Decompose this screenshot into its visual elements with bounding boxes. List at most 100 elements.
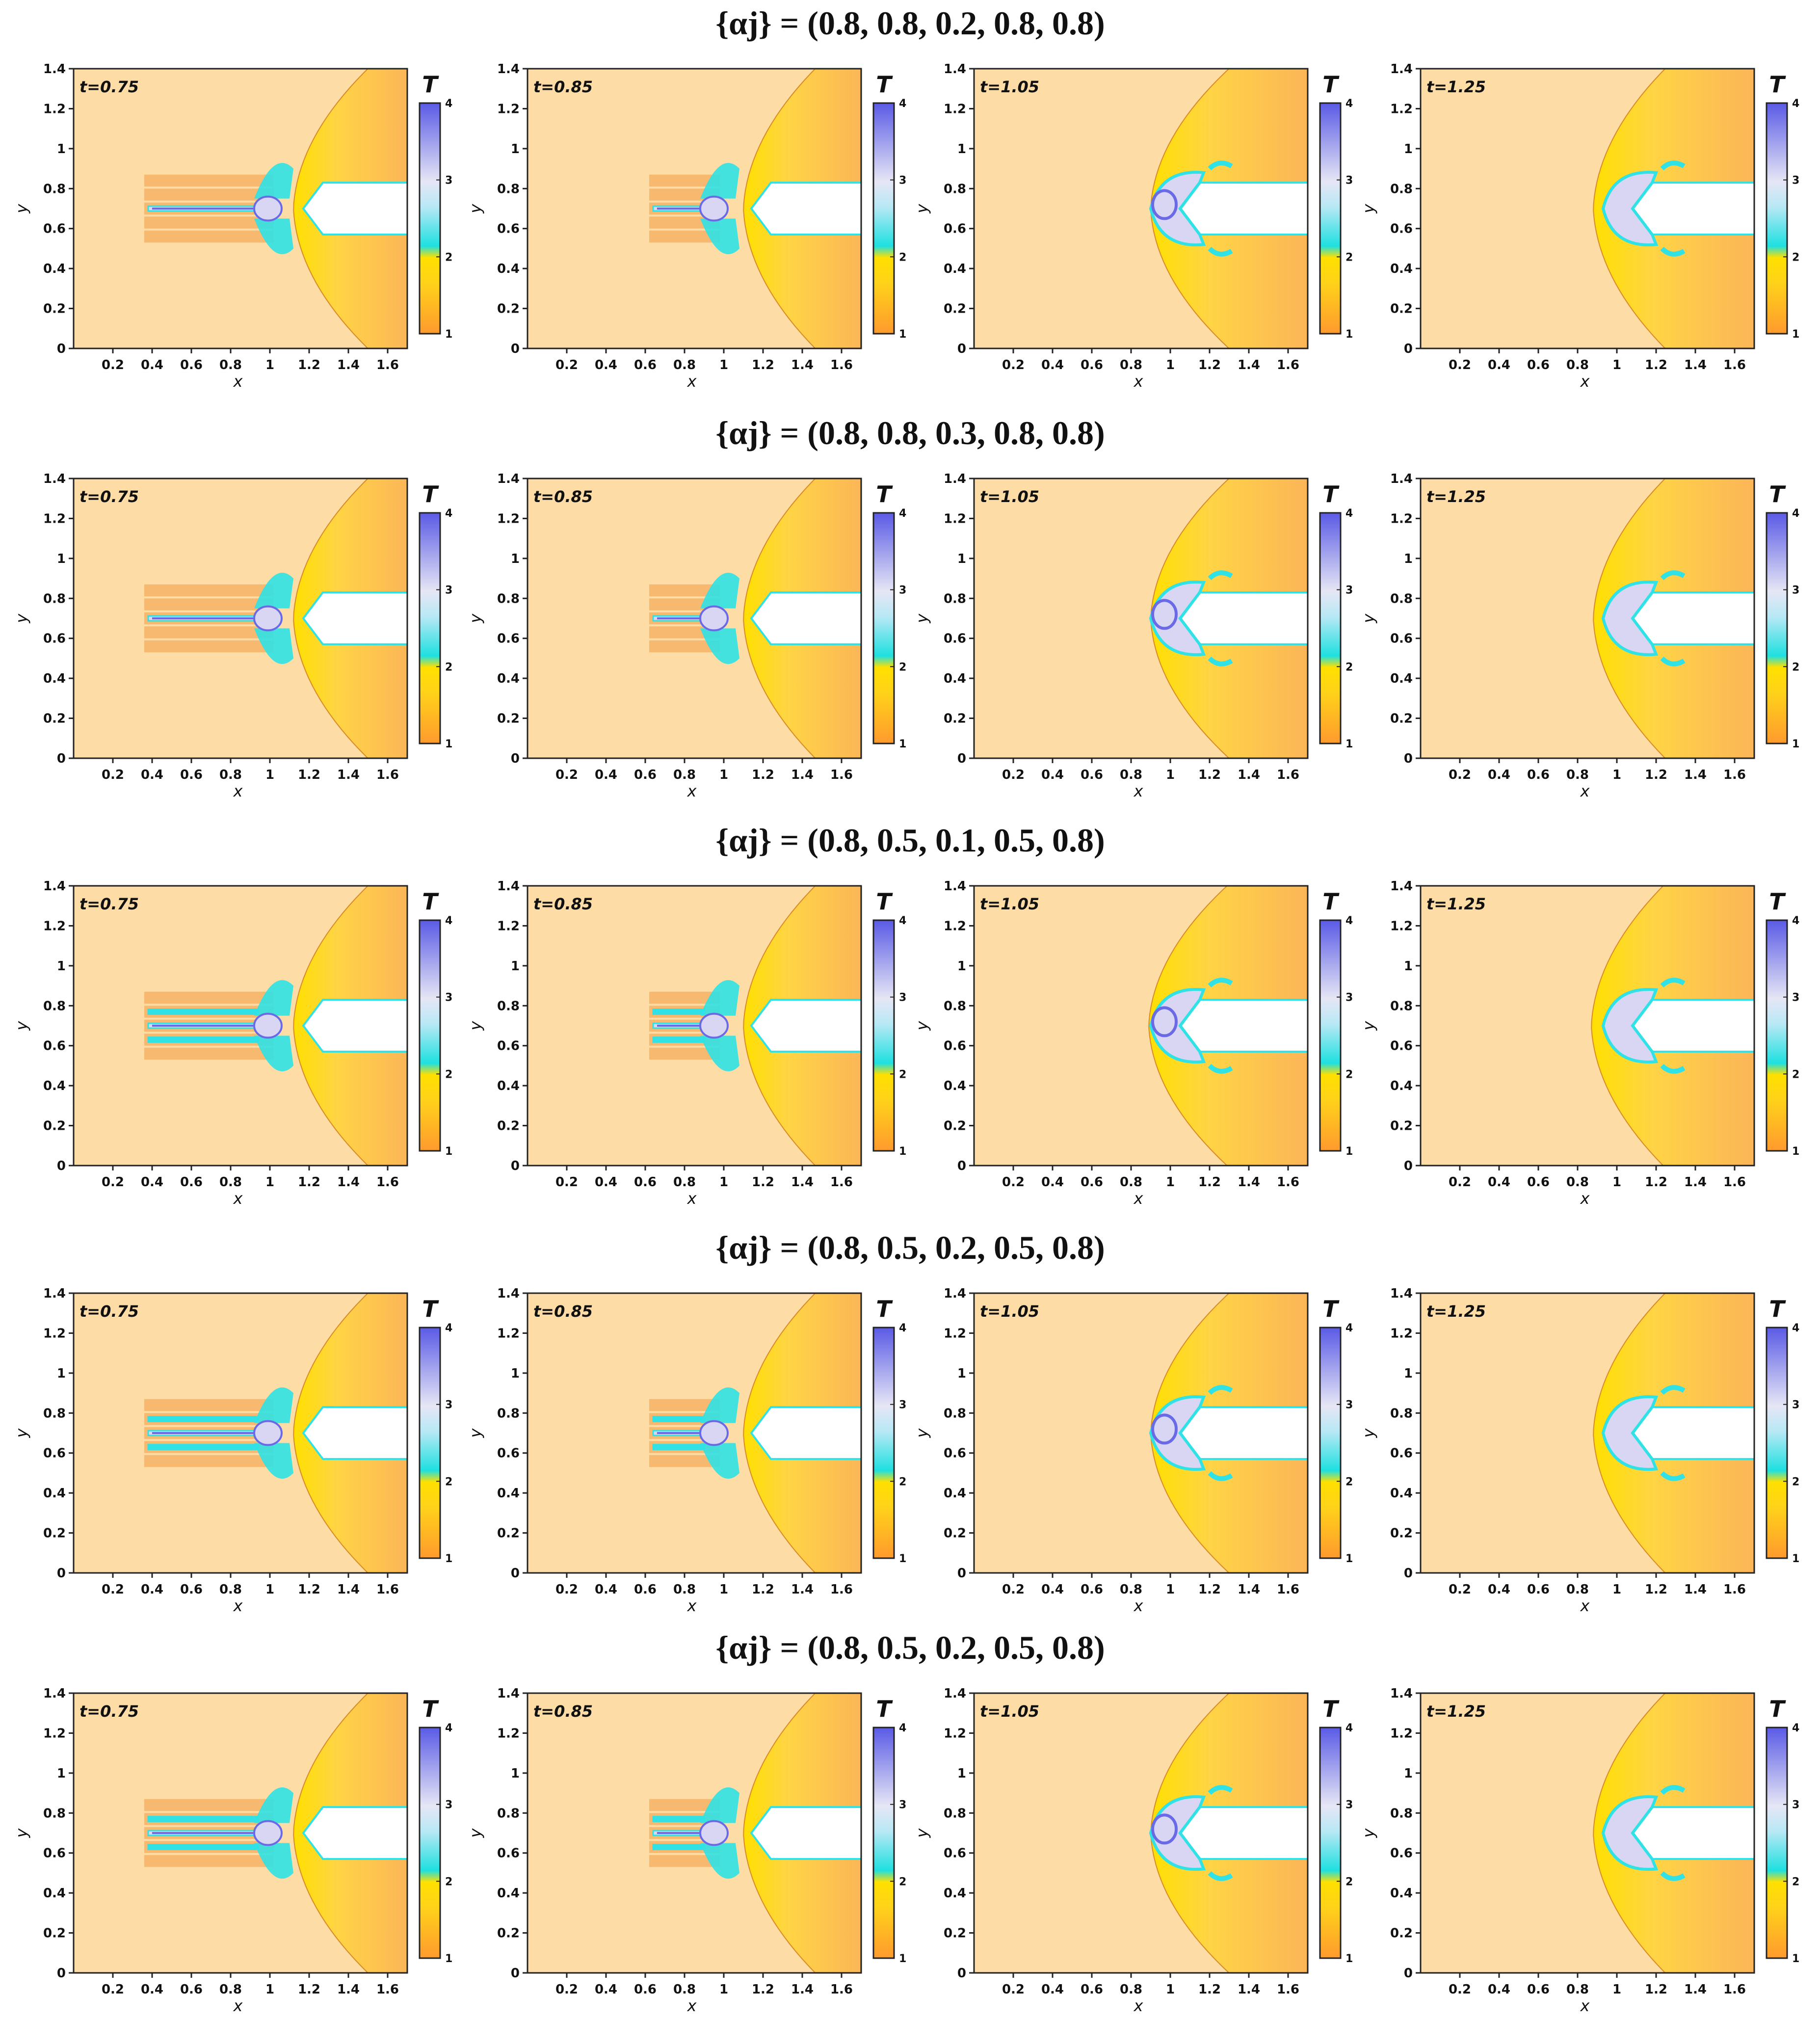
y-tick-label: 0.8	[1390, 999, 1413, 1013]
x-tick-label: 0.4	[1041, 768, 1064, 782]
y-tick-label: 0.6	[1390, 632, 1413, 646]
y-tick-label: 0.2	[43, 302, 66, 317]
x-tick-label: 0.2	[102, 768, 124, 782]
lower-plume	[254, 628, 293, 664]
colorbar-tick-label: 1	[899, 328, 906, 341]
colorbar-tick-label: 2	[1792, 251, 1799, 264]
y-axis-label: y	[913, 203, 931, 213]
y-tick-label: 0.6	[1390, 222, 1413, 237]
panel: t=0.75 0.2 0.4 0.6 0.8 1 1.2 1.4 1.6 x 0 0.2 0.4 0.6 0…	[12, 472, 452, 800]
head-vortex	[253, 605, 283, 632]
x-tick-label: 1.6	[1277, 1175, 1299, 1190]
y-axis-label: y	[12, 1828, 31, 1838]
panel: t=0.75 0.2 0.4 0.6 0.8 1 1.2 1.4 1.6 x 0 0.2 0.4 0.6 0…	[12, 1686, 452, 2015]
colorbar-tick-label: 2	[899, 1476, 906, 1488]
y-tick-label: 0	[1404, 1566, 1413, 1581]
x-tick-label: 0.2	[555, 1982, 578, 1997]
x-tick-label: 0.2	[555, 768, 578, 782]
plot-frame	[973, 68, 1309, 349]
x-tick-label: 0.2	[555, 358, 578, 372]
y-tick-label: 0.6	[43, 1039, 66, 1054]
colorbar-tick-label: 2	[899, 661, 906, 673]
y-tick-label: 0.2	[43, 712, 66, 726]
lower-plume	[254, 1036, 293, 1072]
jet-lane	[144, 991, 274, 1004]
time-label: t=1.25	[1426, 78, 1486, 96]
x-tick-label: 0.6	[634, 1582, 657, 1597]
x-axis-label: x	[687, 372, 697, 391]
x-axis-label: x	[233, 1596, 243, 1615]
y-tick-label: 0.4	[1390, 262, 1413, 276]
x-tick-label: 0.4	[141, 358, 163, 372]
colorbar: T 1 2 3 4	[419, 1696, 452, 1965]
x-tick-label: 1	[1612, 1582, 1621, 1597]
hot-channel	[652, 1416, 705, 1422]
y-tick-label: 1.2	[497, 102, 520, 116]
x-tick-label: 0.4	[1041, 1982, 1064, 1997]
figure-row: {αj} = (0.8, 0.5, 0.1, 0.5, 0.8) t=0.75 0.…	[12, 822, 1799, 1208]
colorbar-scale	[872, 512, 895, 744]
y-tick-label: 0.2	[1390, 1526, 1413, 1541]
x-tick-label: 0.6	[634, 1175, 657, 1190]
y-tick-label: 0	[511, 751, 520, 766]
x-tick-label: 0.8	[219, 768, 242, 782]
x-tick-label: 1	[1166, 1982, 1175, 1997]
jet-lane	[144, 1855, 274, 1867]
y-tick-label: 0.4	[43, 671, 66, 686]
y-tick-label: 0	[57, 1966, 66, 1981]
x-tick-label: 0.6	[1527, 1982, 1550, 1997]
plot-frame	[973, 1692, 1309, 1974]
x-tick-label: 0.6	[1081, 1175, 1103, 1190]
y-tick-label: 1.4	[1390, 1286, 1413, 1301]
jet-lane	[144, 626, 274, 638]
x-tick-label: 1.6	[1723, 358, 1746, 372]
colorbar-title: T	[1322, 481, 1340, 507]
colorbar-title: T	[1769, 888, 1786, 915]
y-tick-label: 0	[57, 1566, 66, 1581]
y-tick-label: 1.4	[497, 1286, 520, 1301]
y-axis-label: y	[913, 1428, 931, 1438]
plot-frame	[1420, 885, 1755, 1167]
jet-lane	[144, 1047, 274, 1060]
jet-lane	[144, 1455, 274, 1467]
y-tick-label: 0.4	[944, 262, 966, 276]
temperature-field	[1421, 1693, 1754, 1973]
panel: t=1.05 0.2 0.4 0.6 0.8 1 1.2 1.4 1.6 x 0 0.2 0.4 0.6 0…	[913, 1686, 1353, 2015]
x-tick-label: 0.6	[634, 768, 657, 782]
x-tick-label: 0.6	[634, 1982, 657, 1997]
x-tick-label: 1.2	[752, 768, 774, 782]
upper-plume	[254, 1387, 293, 1423]
colorbar-tick-label: 3	[1345, 1399, 1353, 1411]
y-tick-label: 0.6	[944, 1446, 966, 1461]
figure-row: {αj} = (0.8, 0.8, 0.2, 0.8, 0.8) t=0.75 0.…	[12, 4, 1799, 391]
x-tick-label: 0.8	[673, 1982, 696, 1997]
x-tick-label: 1.4	[1684, 768, 1707, 782]
panel: t=1.25 0.2 0.4 0.6 0.8 1 1.2 1.4 1.6 x 0 0.2 0.4 0.6 0…	[1359, 472, 1799, 800]
y-tick-label: 1.2	[497, 1726, 520, 1741]
x-tick-label: 0.6	[1527, 1582, 1550, 1597]
colorbar: T 1 2 3 4	[1319, 71, 1353, 341]
y-axis-label: y	[1359, 1828, 1378, 1838]
colorbar: T 1 2 3 4	[1319, 481, 1353, 750]
colorbar-tick-label: 4	[1345, 1322, 1353, 1334]
y-tick-label: 1.2	[43, 1326, 66, 1341]
colorbar-tick-label: 1	[1345, 1145, 1353, 1158]
hot-channel	[147, 1444, 259, 1450]
x-tick-label: 0.8	[673, 1582, 696, 1597]
x-axis-label: x	[687, 1596, 697, 1615]
x-tick-label: 1.2	[298, 358, 320, 372]
y-tick-label: 0	[57, 342, 66, 356]
x-tick-label: 0.2	[1449, 1175, 1471, 1190]
x-tick-label: 0.4	[595, 358, 617, 372]
y-tick-label: 0	[511, 1159, 520, 1173]
colorbar-tick-label: 3	[1345, 585, 1353, 597]
time-label: t=1.05	[980, 1302, 1039, 1321]
upper-roll	[1208, 160, 1233, 171]
x-tick-label: 0.2	[555, 1582, 578, 1597]
lower-plume	[700, 1036, 739, 1072]
x-tick-label: 0.4	[141, 768, 163, 782]
x-tick-label: 1.4	[337, 1175, 360, 1190]
y-tick-label: 0.8	[43, 1406, 66, 1421]
plot-frame	[527, 885, 862, 1167]
colorbar-tick-label: 2	[1345, 661, 1353, 673]
